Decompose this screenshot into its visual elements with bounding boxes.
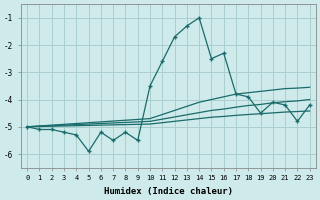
X-axis label: Humidex (Indice chaleur): Humidex (Indice chaleur) — [104, 187, 233, 196]
